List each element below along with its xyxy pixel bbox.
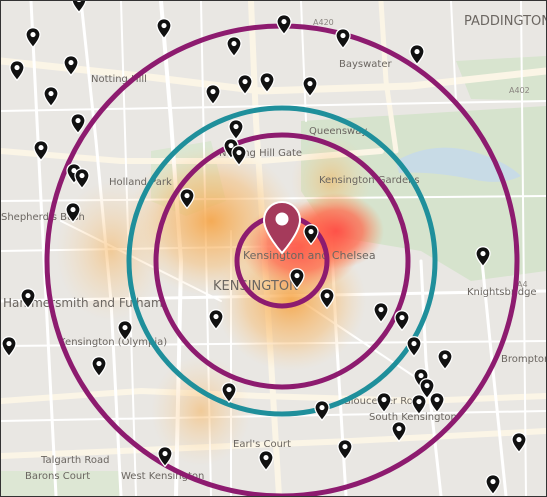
label-kensington-olympia: Kensington (Olympia) [59,337,167,348]
label-holland-park: Holland Park [109,177,172,188]
label-kensington-gardens: Kensington Gardens [319,175,420,186]
label-barons-court: Barons Court [25,471,90,482]
label-bayswater: Bayswater [339,59,392,70]
label-brompton: Brompton [501,354,546,365]
label-road-a420: A420 [313,18,334,27]
label-hammersmith-and-fulham: Hammersmith and Fulham [3,296,163,310]
ring-middle [153,132,411,390]
label-earls-court: Earl's Court [233,439,291,450]
label-west-kensington: West Kensington [121,471,204,482]
label-kensington: KENSINGTON [213,279,299,294]
label-notting-hill: Notting Hill [91,74,147,85]
label-notting-hill-gate: Notting Hill Gate [219,148,302,159]
label-road-a402: A402 [509,86,530,95]
label-south-kensington: South Kensington [369,412,457,423]
label-knightsbridge: Knightsbridge [467,287,537,298]
location-pin-icon[interactable] [262,200,302,255]
label-kensington-and-chelsea: Kensington and Chelsea [243,249,376,262]
label-shepherds-bush: Shepherd's Bush [1,212,85,223]
serpentine-lake [396,147,521,182]
label-road-a4: A4 [517,280,528,289]
label-paddington: PADDINGTON [464,14,546,29]
ring-teal [126,105,438,417]
label-queensway: Queensway [309,126,367,137]
label-talgarth-road: Talgarth Road [40,455,109,466]
